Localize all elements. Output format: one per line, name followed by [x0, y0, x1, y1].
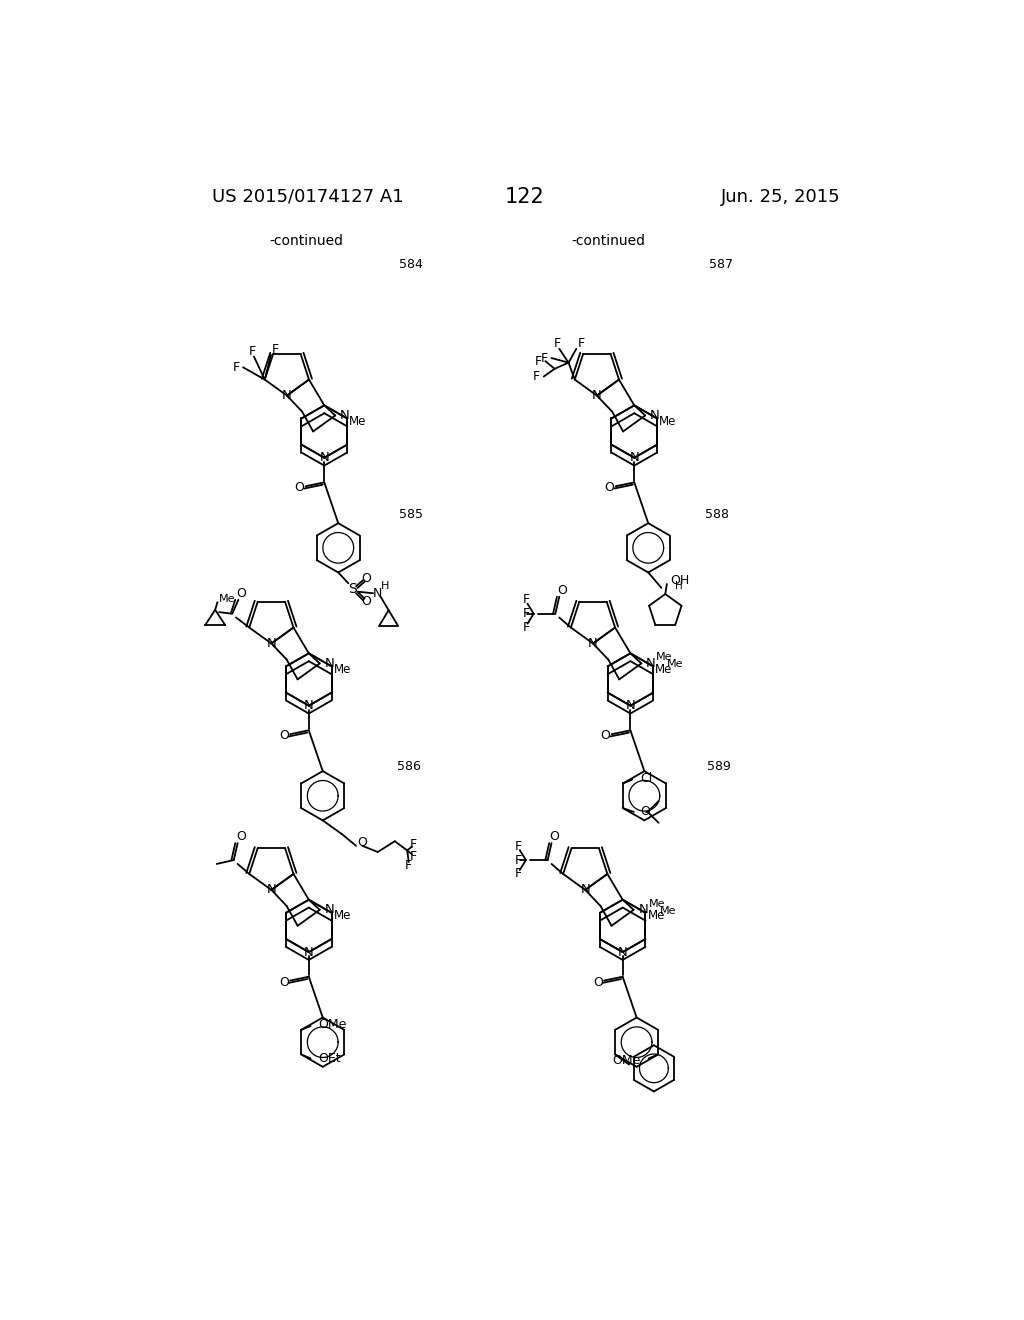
Text: 122: 122 [505, 187, 545, 207]
Text: F: F [272, 343, 280, 356]
Text: 586: 586 [396, 760, 421, 774]
Text: F: F [232, 360, 240, 374]
Text: H: H [381, 581, 389, 591]
Text: N: N [266, 638, 276, 649]
Text: O: O [237, 587, 247, 601]
Text: 585: 585 [399, 508, 423, 520]
Text: F: F [522, 620, 529, 634]
Text: OH: OH [670, 574, 689, 586]
Text: F: F [515, 867, 522, 880]
Text: F: F [522, 593, 529, 606]
Text: Me: Me [668, 659, 684, 669]
Text: OMe: OMe [318, 1018, 347, 1031]
Text: N: N [266, 883, 276, 896]
Text: F: F [249, 345, 256, 358]
Text: O: O [295, 482, 304, 494]
Text: F: F [541, 351, 548, 364]
Text: N: N [581, 883, 590, 896]
Text: N: N [325, 657, 334, 671]
Text: Me: Me [349, 414, 367, 428]
Text: O: O [280, 975, 289, 989]
Text: -continued: -continued [269, 234, 343, 248]
Text: O: O [601, 729, 610, 742]
Text: N: N [373, 587, 382, 599]
Text: F: F [410, 850, 417, 863]
Text: N: N [646, 657, 655, 671]
Text: F: F [410, 838, 417, 851]
Text: S: S [348, 582, 356, 597]
Text: Me: Me [647, 909, 665, 923]
Text: N: N [340, 409, 349, 422]
Text: O: O [357, 837, 368, 849]
Text: OMe: OMe [612, 1055, 641, 1067]
Text: 588: 588 [705, 508, 729, 520]
Text: O: O [361, 572, 371, 585]
Text: 584: 584 [399, 259, 423, 271]
Text: Me: Me [656, 652, 673, 663]
Text: O: O [557, 583, 567, 597]
Text: N: N [304, 945, 313, 958]
Text: F: F [578, 337, 585, 350]
Text: N: N [617, 945, 628, 958]
Text: F: F [515, 854, 522, 866]
Text: F: F [534, 370, 541, 383]
Text: N: N [626, 700, 635, 713]
Text: Me: Me [334, 663, 351, 676]
Text: 587: 587 [709, 259, 733, 271]
Text: -continued: -continued [571, 234, 645, 248]
Text: O: O [550, 830, 559, 843]
Text: N: N [650, 409, 659, 422]
Text: O: O [361, 595, 371, 609]
Text: N: N [304, 700, 313, 713]
Text: N: N [282, 389, 292, 403]
Text: US 2015/0174127 A1: US 2015/0174127 A1 [212, 187, 403, 206]
Text: Jun. 25, 2015: Jun. 25, 2015 [721, 187, 841, 206]
Text: Me: Me [219, 594, 236, 605]
Text: N: N [325, 903, 334, 916]
Text: F: F [522, 607, 529, 620]
Text: Me: Me [334, 909, 351, 923]
Text: O: O [604, 482, 614, 494]
Text: F: F [554, 337, 561, 350]
Text: N: N [630, 451, 639, 465]
Text: N: N [319, 451, 329, 465]
Text: O: O [640, 805, 650, 818]
Text: Me: Me [659, 414, 677, 428]
Text: 589: 589 [707, 760, 730, 774]
Text: F: F [406, 859, 413, 873]
Text: Me: Me [648, 899, 665, 908]
Text: Me: Me [659, 906, 676, 916]
Text: O: O [593, 975, 603, 989]
Text: O: O [280, 729, 289, 742]
Text: F: F [515, 840, 522, 853]
Text: F: F [535, 355, 542, 367]
Text: Me: Me [655, 663, 673, 676]
Text: N: N [588, 638, 598, 649]
Text: N: N [638, 903, 648, 916]
Text: N: N [592, 389, 602, 403]
Text: H: H [676, 581, 683, 591]
Text: Cl: Cl [640, 772, 652, 784]
Text: OEt: OEt [318, 1052, 341, 1065]
Text: O: O [236, 830, 246, 843]
